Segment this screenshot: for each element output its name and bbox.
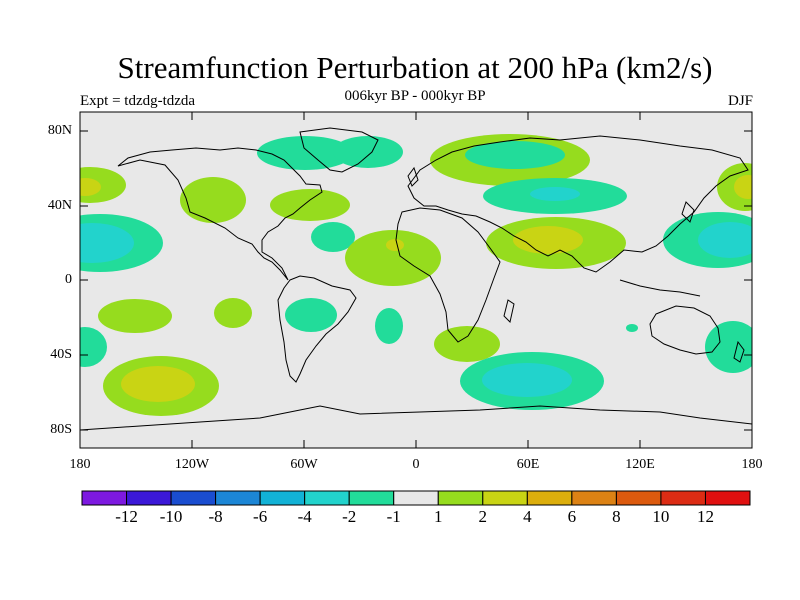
coast-africa bbox=[395, 207, 501, 343]
contour-region bbox=[530, 187, 580, 201]
contour-region bbox=[734, 175, 752, 199]
y-ticks bbox=[80, 130, 752, 431]
y-axis-label: 80N bbox=[47, 123, 72, 138]
colorbar-swatch bbox=[482, 490, 528, 506]
colorbar-swatch bbox=[660, 490, 706, 506]
colorbar-label: -8 bbox=[208, 507, 223, 526]
colorbar-swatch bbox=[437, 490, 484, 506]
colorbar-label: -10 bbox=[159, 507, 183, 526]
coast-greenland bbox=[299, 127, 379, 173]
colorbar-label: 1 bbox=[434, 507, 443, 526]
contour-region bbox=[257, 136, 353, 170]
colorbar bbox=[81, 490, 751, 506]
coast-south-america bbox=[277, 275, 357, 383]
contour-region bbox=[214, 298, 252, 328]
colorbar-label: 2 bbox=[478, 507, 488, 526]
colorbar-swatch bbox=[615, 490, 662, 506]
colorbar-label: 12 bbox=[696, 507, 714, 526]
coast-north-america bbox=[117, 147, 323, 281]
contour-region bbox=[434, 326, 500, 362]
colorbar-swatch bbox=[348, 490, 395, 506]
contour-region bbox=[285, 298, 337, 332]
y-axis-label: 0 bbox=[65, 272, 72, 287]
contour-region bbox=[180, 177, 246, 223]
coast-australia bbox=[649, 305, 721, 355]
colorbar-label: -2 bbox=[342, 507, 357, 526]
coastlines bbox=[80, 127, 752, 431]
map-plot-area bbox=[80, 112, 752, 448]
contour-region bbox=[698, 222, 752, 258]
colorbar-swatch bbox=[526, 490, 573, 506]
colorbar-swatch bbox=[571, 490, 617, 506]
colorbar-label: 4 bbox=[523, 507, 532, 526]
colorbar-label: -4 bbox=[297, 507, 312, 526]
x-axis-label: 180 bbox=[741, 457, 763, 472]
colorbar-swatch bbox=[304, 490, 350, 506]
y-axis-label: 40N bbox=[47, 198, 72, 213]
contour-region bbox=[333, 136, 403, 168]
coast-new-zealand bbox=[733, 340, 745, 363]
contour-region bbox=[482, 363, 572, 397]
contour-region bbox=[626, 324, 638, 332]
contour-region bbox=[705, 321, 752, 373]
colorbar-label: 8 bbox=[612, 507, 621, 526]
coast-japan bbox=[681, 201, 695, 223]
x-axis-label: 0 bbox=[412, 457, 420, 472]
contour-region bbox=[80, 223, 134, 263]
contour-region bbox=[80, 178, 101, 196]
contour-region bbox=[98, 299, 172, 333]
experiment-label: Expt = tdzdg-tdzda bbox=[80, 93, 196, 109]
y-axis-label: 80S bbox=[50, 422, 72, 437]
colorbar-label: 6 bbox=[567, 507, 577, 526]
coast-eurasia bbox=[407, 135, 749, 273]
contour-region bbox=[375, 308, 403, 344]
colorbar-swatch bbox=[393, 490, 439, 506]
coast-uk bbox=[407, 166, 419, 187]
map-title: Streamfunction Perturbation at 200 hPa (… bbox=[117, 50, 713, 85]
contour-region bbox=[270, 189, 350, 221]
x-axis-label: 180 bbox=[69, 457, 91, 472]
colorbar-label: -6 bbox=[253, 507, 268, 526]
colorbar-swatch bbox=[704, 490, 751, 506]
coast-indonesia bbox=[619, 279, 701, 297]
contour-region bbox=[121, 366, 195, 402]
contour-region bbox=[465, 141, 565, 169]
contour-region bbox=[386, 239, 404, 251]
colorbar-label: -12 bbox=[115, 507, 138, 526]
colorbar-swatch bbox=[259, 490, 306, 506]
x-axis-label: 60W bbox=[290, 457, 318, 472]
x-ticks bbox=[79, 112, 753, 448]
colorbar-swatch bbox=[81, 490, 128, 506]
coast-madagascar bbox=[503, 299, 515, 323]
colorbar-label: -1 bbox=[386, 507, 401, 526]
y-axis-label: 40S bbox=[50, 347, 72, 362]
colorbar-swatch bbox=[215, 490, 261, 506]
contour-region bbox=[345, 230, 441, 286]
colorbar-swatch bbox=[126, 490, 172, 506]
colorbar-label: 10 bbox=[652, 507, 670, 526]
season-label: DJF bbox=[727, 93, 753, 109]
contour-region bbox=[513, 226, 583, 254]
contour-region bbox=[80, 327, 107, 367]
x-axis-label: 120W bbox=[174, 457, 210, 472]
colorbar-swatch bbox=[170, 490, 217, 506]
x-axis-label: 60E bbox=[516, 457, 540, 472]
map-subtitle: 006kyr BP - 000kyr BP bbox=[344, 88, 486, 104]
contour-region bbox=[311, 222, 355, 252]
x-axis-label: 120E bbox=[625, 457, 655, 472]
coast-antarctica bbox=[80, 405, 752, 431]
